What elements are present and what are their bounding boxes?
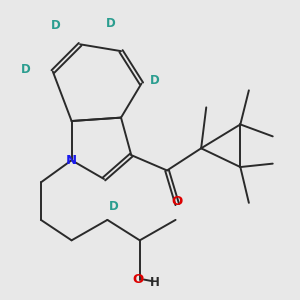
Text: D: D bbox=[21, 63, 30, 76]
Text: D: D bbox=[51, 19, 61, 32]
Text: H: H bbox=[150, 277, 160, 290]
Text: O: O bbox=[172, 195, 183, 208]
Text: N: N bbox=[66, 154, 77, 167]
Text: D: D bbox=[106, 17, 116, 30]
Text: D: D bbox=[109, 200, 119, 213]
Text: D: D bbox=[150, 74, 160, 87]
Text: O: O bbox=[132, 273, 144, 286]
